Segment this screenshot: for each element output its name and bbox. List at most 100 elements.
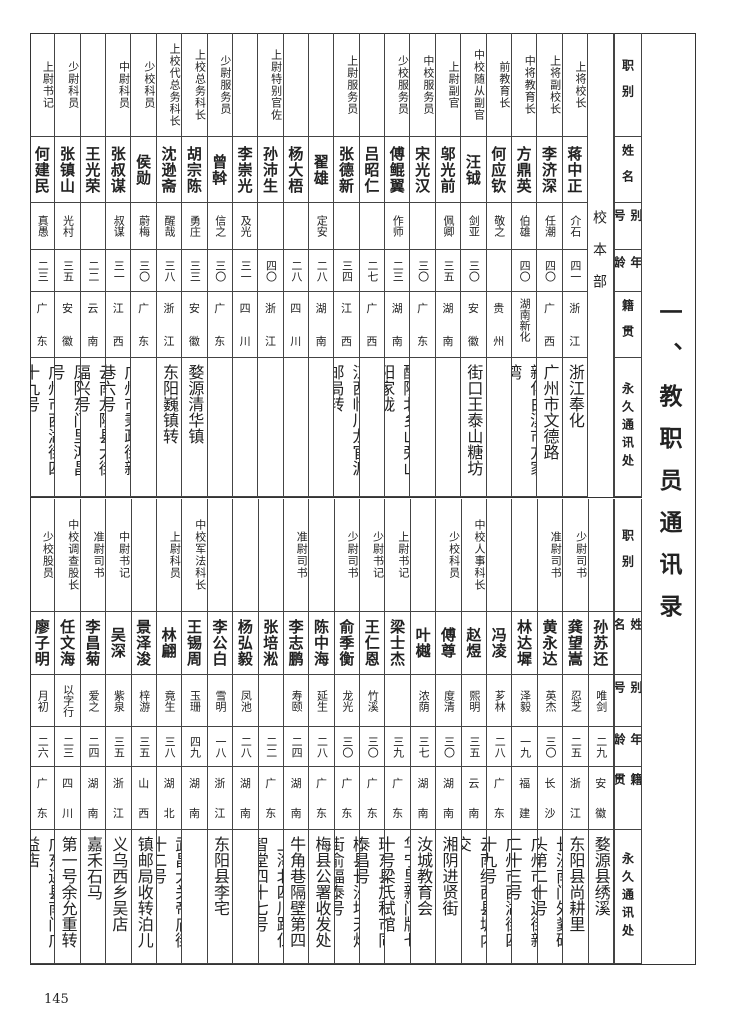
cell-age-text: 二八	[239, 735, 253, 758]
cell-age: 二三	[385, 250, 411, 292]
origin-char: 福	[519, 777, 531, 790]
cell-name: 张叔谋	[106, 137, 132, 203]
cell-name-text: 李济深	[539, 145, 558, 194]
cell-alias: 爱之	[80, 675, 107, 727]
cell-address: 云南龙陵县大街福兴号	[80, 358, 107, 497]
cell-age-text: 二五	[569, 735, 583, 758]
header-2: 别号	[614, 203, 642, 250]
cell-job: 少尉司书	[334, 499, 361, 612]
cell-job	[207, 499, 234, 612]
cell-age: 二八	[309, 250, 335, 292]
cell-job-text: 上将校长	[573, 60, 587, 109]
cell-name: 汪钺	[461, 137, 487, 203]
origin-stack: 福建	[512, 767, 536, 829]
cell-age: 二八	[283, 250, 309, 292]
cell-job-text: 少尉科员	[66, 60, 80, 109]
cell-job: 前教育长	[486, 33, 512, 137]
cell-address: 梅县长沙圩天灯街俞福泰号	[334, 830, 361, 964]
cell-alias	[258, 675, 284, 727]
cell-age-text: 三一	[239, 259, 253, 282]
cell-name-text: 廖子明	[32, 619, 51, 667]
cell-address-text: 广州市西湖街四十九号	[487, 836, 513, 948]
cell-address: 南京城南唐福大街口王泰山糖坊转	[461, 358, 487, 497]
cell-address: 广东连县南门广益店	[30, 830, 56, 964]
origin-char: 广	[36, 302, 48, 315]
cell-job	[512, 499, 538, 612]
cell-age: 二二	[80, 250, 107, 292]
cell-address: 湘阴进贤街	[436, 830, 462, 964]
cell-alias: 雪明	[207, 675, 234, 727]
cell-alias: 芗林	[487, 675, 513, 727]
cell-age: 四九	[182, 727, 208, 767]
cell-age: 三〇	[360, 727, 386, 767]
cell-origin: 广东	[410, 292, 436, 358]
origin-stack: 湖南	[436, 292, 460, 357]
origin-char: 广	[493, 777, 505, 790]
cell-address-text: 广州市文德路	[540, 364, 560, 460]
origin-char: 浙	[569, 302, 581, 315]
cell-alias-text: 光村	[61, 215, 75, 237]
cell-origin: 广东	[30, 292, 56, 358]
cell-job: 上将校长	[562, 33, 588, 137]
cell-job-text: 上校代总务科长	[168, 42, 182, 127]
cell-age-text: 二八	[493, 735, 507, 758]
origin-char: 江	[264, 335, 276, 348]
cell-origin: 四川	[283, 292, 309, 358]
origin-char: 川	[62, 807, 74, 820]
cell-job: 准尉司书	[537, 499, 564, 612]
cell-name: 张德新	[334, 137, 360, 203]
origin-char: 西	[341, 335, 353, 348]
cell-age-text: 二九	[594, 735, 608, 758]
origin-stack: 广东	[30, 767, 54, 829]
origin-char: 湖	[442, 302, 454, 315]
cell-address-text: 江西临川龙官渡邮局转	[334, 364, 360, 476]
header-0-text: 职别	[620, 58, 635, 111]
origin-stack: 浙江	[208, 767, 232, 829]
cell-name-text: 张德新	[337, 145, 356, 194]
cell-name: 胡宗陈	[182, 137, 208, 203]
cell-age-text: 三五	[112, 735, 126, 758]
cell-age: 三五	[461, 727, 488, 767]
cell-age: 二三	[30, 250, 56, 292]
cell-alias-text: 真愚	[36, 215, 50, 237]
cell-name-text: 梁士杰	[388, 619, 407, 667]
cell-address: 浙江奉化	[562, 358, 588, 497]
cell-age-text: 三〇	[213, 259, 227, 282]
cell-job-text: 少尉书记	[371, 531, 385, 579]
origin-char: 南	[87, 807, 99, 820]
origin-char: 浙	[214, 777, 226, 790]
cell-name: 傅鲲翼	[385, 137, 411, 203]
cell-name-text: 张培淞	[261, 619, 280, 667]
cell-job: 少尉服务员	[207, 33, 233, 137]
cell-alias: 龙光	[334, 675, 361, 727]
cell-address: 琼东县加积市同泰昌号	[360, 830, 386, 964]
cell-name-text: 胡宗陈	[184, 145, 203, 194]
cell-alias-text: 介石	[568, 215, 582, 237]
cell-alias-text: 敬之	[492, 215, 506, 237]
cell-name: 邬光前	[435, 137, 462, 203]
origin-char: 江	[163, 335, 175, 348]
cell-job	[309, 33, 335, 137]
cell-age	[486, 250, 512, 292]
cell-address	[410, 358, 436, 497]
cell-alias	[258, 203, 284, 250]
origin-char: 江	[341, 302, 353, 315]
origin-char: 南	[239, 807, 251, 820]
cell-name-text: 李公白	[210, 619, 229, 667]
cell-name: 叶樾	[410, 612, 437, 675]
cell-name: 李昌菊	[80, 612, 107, 675]
cell-job: 中尉书记	[106, 499, 132, 612]
cell-alias-text: 寿颐	[290, 689, 304, 712]
cell-alias: 梓游	[131, 675, 157, 727]
cell-name-text: 杨大梧	[286, 145, 305, 194]
origin-stack: 安徽	[461, 292, 485, 357]
origin-char: 山	[138, 777, 150, 790]
origin-char: 江	[569, 335, 581, 348]
origin-char: 建	[519, 807, 531, 820]
cell-name: 李志鹏	[283, 612, 310, 675]
cell-job-text: 准尉司书	[549, 531, 563, 579]
cell-address-text: 南京城南唐福大街口王泰山糖坊转	[464, 364, 484, 476]
cell-job	[233, 499, 259, 612]
cell-alias	[359, 203, 386, 250]
cell-address: 上海北四川路仁智堂四十七号	[258, 830, 284, 964]
